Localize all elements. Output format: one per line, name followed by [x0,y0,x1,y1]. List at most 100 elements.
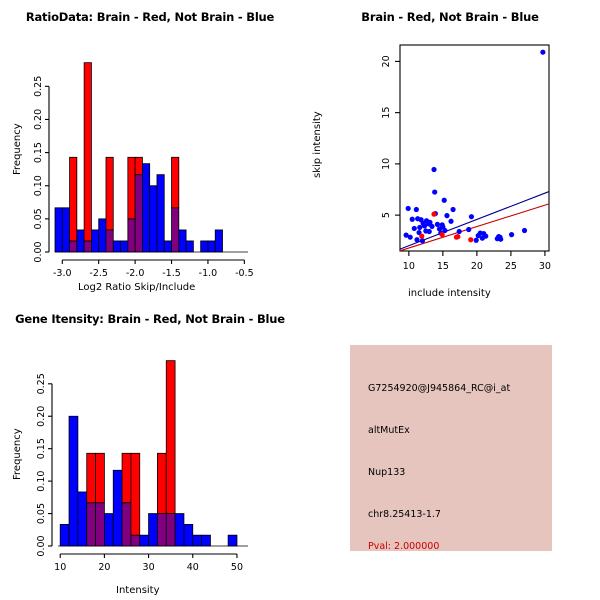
scatter-point [466,226,472,233]
histogram-bar-blue [77,491,88,547]
scatter-xlabel: include intensity [408,288,491,299]
scatter-point [436,226,443,232]
histogram-bar-red [134,156,143,176]
histogram-bar-blue [91,229,100,253]
histogram-bar-blue [103,513,114,547]
scatter-point [419,238,426,244]
brain-fit [399,203,550,252]
gene-intensity-xlabel: Intensity [116,585,160,596]
histogram-bar-red [121,452,132,504]
gene-intensity-title: Gene Itensity: Brain - Red, Not Brain - … [15,312,285,326]
x-tick-label: 15 [437,261,449,272]
histogram-bars [59,360,238,547]
scatter-point [479,235,485,241]
histogram-bar-blue [148,513,158,547]
scatter-point [419,233,425,239]
x-tick-label: -1.5 [162,268,181,279]
locus: chr8.25413-1.7 [368,509,441,520]
y-tick-label: 0.10 [36,471,47,492]
ratio-histogram-panel: RatioData: Brain - Red, Not Brain - Blue… [0,0,300,300]
scatter-point [434,221,441,227]
histogram-bars [54,62,223,253]
histogram-bar-blue [227,534,238,547]
scatter-point [413,206,419,213]
scatter-series-blue [403,49,546,244]
gene-intensity-panel: Gene Itensity: Brain - Red, Not Brain - … [0,300,300,600]
scatter-point [521,227,528,234]
histogram-bar-red [130,452,141,536]
x-tick-label: -0.5 [235,268,254,279]
x-tick-label: 20 [471,261,483,272]
histogram-bar-blue [59,523,70,547]
ratio-histogram-xlabel: Log2 Ratio Skip/Include [78,282,196,293]
y-tick-label: 10 [381,158,392,170]
histogram-bar-blue [76,229,85,253]
y-tick-label: 0.20 [33,109,44,130]
histogram-bar-overlap [121,502,132,547]
histogram-bar-blue [98,218,107,253]
histogram-bar-blue [112,469,123,547]
histogram-bar-overlap [95,502,105,547]
scatter-point [444,213,450,219]
scatter-point [426,228,432,235]
histogram-bar-blue [207,240,216,253]
scatter-ylabel: skip intensity [312,111,323,178]
x-tick-label: 30 [143,562,155,573]
x-tick-label: 30 [539,261,551,272]
histogram-bar-red [86,452,96,504]
scatter-point [475,233,481,239]
histogram-bar-red [83,62,92,242]
x-tick-label: 10 [54,562,66,573]
scatter-series-red [419,211,474,243]
ratio-histogram-ylabel: Frequency [12,123,23,175]
gene-intensity-ylabel: Frequency [12,428,23,480]
histogram-bar-blue [183,523,194,547]
histogram-bar-red [127,156,136,220]
histogram-bar-blue [178,229,187,253]
scatter-plot: 5 10 15 20 10 15 20 25 30 [381,44,551,272]
y-tick-label: 0.05 [36,503,47,524]
y-tick-label: 0.15 [36,438,47,459]
y-tick-label: 20 [381,55,392,67]
histogram-bar-overlap [86,502,96,547]
scatter-point [456,228,462,235]
histogram-bar-overlap [134,174,143,253]
histogram-bar-blue [68,415,79,547]
x-tick-label: -3.0 [53,268,72,279]
scatter-point [411,225,417,232]
histogram-bar-blue [112,240,121,253]
histogram-bar-blue [174,513,185,547]
y-tick-label: 0.00 [33,241,44,262]
histogram-bar-blue [156,174,165,253]
scatter-title: Brain - Red, Not Brain - Blue [361,10,539,24]
scatter-point [439,232,445,238]
histogram-bar-overlap [127,218,136,253]
plot-frame [399,44,550,252]
x-tick-label: 25 [505,261,517,272]
y-tick-label: 5 [381,212,392,218]
histogram-bar-blue [185,240,194,253]
histogram-bar-overlap [171,207,180,253]
y-tick-label: 0.25 [33,76,44,97]
histogram-bar-red [95,452,105,504]
histogram-bar-blue [61,207,70,253]
ratio-histogram-plot: 0.00 0.05 0.10 0.15 0.20 0.25 -3.0 -2.5 -2.0 -1.5… [33,62,254,279]
pvalue: Pval: 2.000000 [368,541,440,552]
ratio-histogram-title: RatioData: Brain - Red, Not Brain - Blue [25,10,275,24]
y-tick-label: 0.05 [33,208,44,229]
scatter-panel: Brain - Red, Not Brain - Blue skip inten… [300,0,600,300]
histogram-bar-red [171,156,180,209]
histogram-bar-blue [139,534,149,547]
histogram-bar-red [69,156,78,242]
histogram-bar-red [165,360,176,514]
y-tick-label: 0.25 [36,373,47,394]
histogram-bar-blue [54,207,63,253]
scatter-point [441,197,447,203]
scatter-point [540,49,546,55]
gene-intensity-plot: 0.00 0.05 0.10 0.15 0.20 0.25 10 20 30 40 50 [36,360,248,573]
histogram-bar-blue [120,240,129,253]
gene-info-panel: G7254920@J945864_RC@i_at altMutEx Nup133 ch… [350,345,552,552]
scatter-point [442,227,448,234]
scatter-point [508,232,515,238]
